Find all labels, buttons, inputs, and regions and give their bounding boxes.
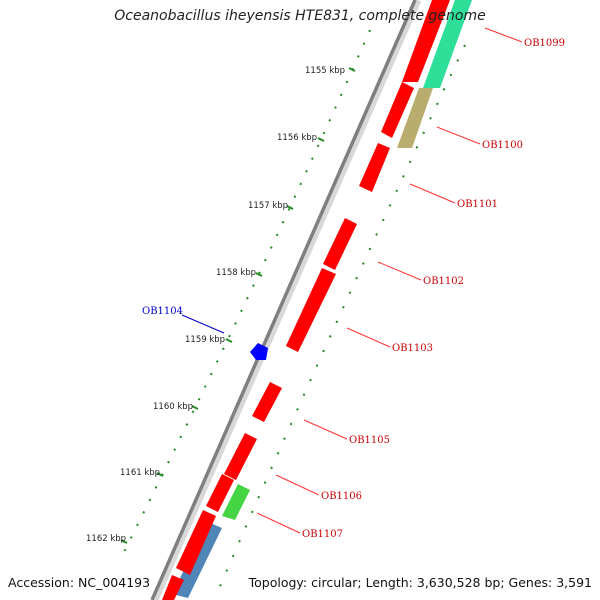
gene-ob1100 xyxy=(381,82,414,138)
gene-ob1107 xyxy=(176,510,216,575)
tick-label: 1156 kbp xyxy=(277,133,317,143)
gene-label-ob1103: OB1103 xyxy=(392,343,433,354)
gene-ob1106 xyxy=(224,433,257,480)
tick-label: 1155 kbp xyxy=(305,66,345,76)
backbone xyxy=(150,0,417,600)
inner-gc-track xyxy=(214,44,466,599)
feature-band-olive xyxy=(397,88,433,148)
outer-gc-track xyxy=(119,29,371,561)
feature-band-green xyxy=(222,484,250,520)
tick-label: 1161 kbp xyxy=(120,468,160,478)
gene-label-ob1106: OB1106 xyxy=(321,491,362,502)
tick-marks xyxy=(120,67,356,544)
map-title: Oceanobacillus iheyensis HTE831, complet… xyxy=(114,8,486,24)
gene-ob1103 xyxy=(286,268,336,352)
tick-label: 1157 kbp xyxy=(248,201,288,211)
accession-text: Accession: NC_004193 xyxy=(8,575,151,590)
gene-unlabeled-a xyxy=(206,474,234,512)
label-leader-blue xyxy=(181,314,225,334)
gene-ob1104 xyxy=(250,343,268,360)
gene-label-ob1105: OB1105 xyxy=(349,435,390,446)
tick-label: 1162 kbp xyxy=(86,534,126,544)
gene-unlabeled-b xyxy=(162,575,184,600)
tick-label: 1160 kbp xyxy=(153,402,193,412)
gene-label-ob1099: OB1099 xyxy=(524,38,565,49)
feature-band-steelblue xyxy=(172,522,222,598)
label-leaders xyxy=(256,27,523,534)
backbone-shadow xyxy=(151,0,422,600)
gene-label-ob1104: OB1104 xyxy=(142,306,183,317)
tick-label: 1159 kbp xyxy=(185,335,225,345)
gene-label-ob1100: OB1100 xyxy=(482,140,523,151)
tick-label: 1158 kbp xyxy=(216,268,256,278)
genome-summary-text: Topology: circular; Length: 3,630,528 bp… xyxy=(248,575,592,590)
gene-ob1105 xyxy=(252,382,282,422)
gene-label-ob1102: OB1102 xyxy=(423,276,464,287)
gene-ob1102 xyxy=(323,218,357,270)
gene-ob1099 xyxy=(402,0,450,82)
gene-label-ob1101: OB1101 xyxy=(457,199,498,210)
gene-ob1101 xyxy=(359,143,390,192)
gene-label-ob1107: OB1107 xyxy=(302,529,343,540)
feature-band-teal xyxy=(423,0,472,88)
